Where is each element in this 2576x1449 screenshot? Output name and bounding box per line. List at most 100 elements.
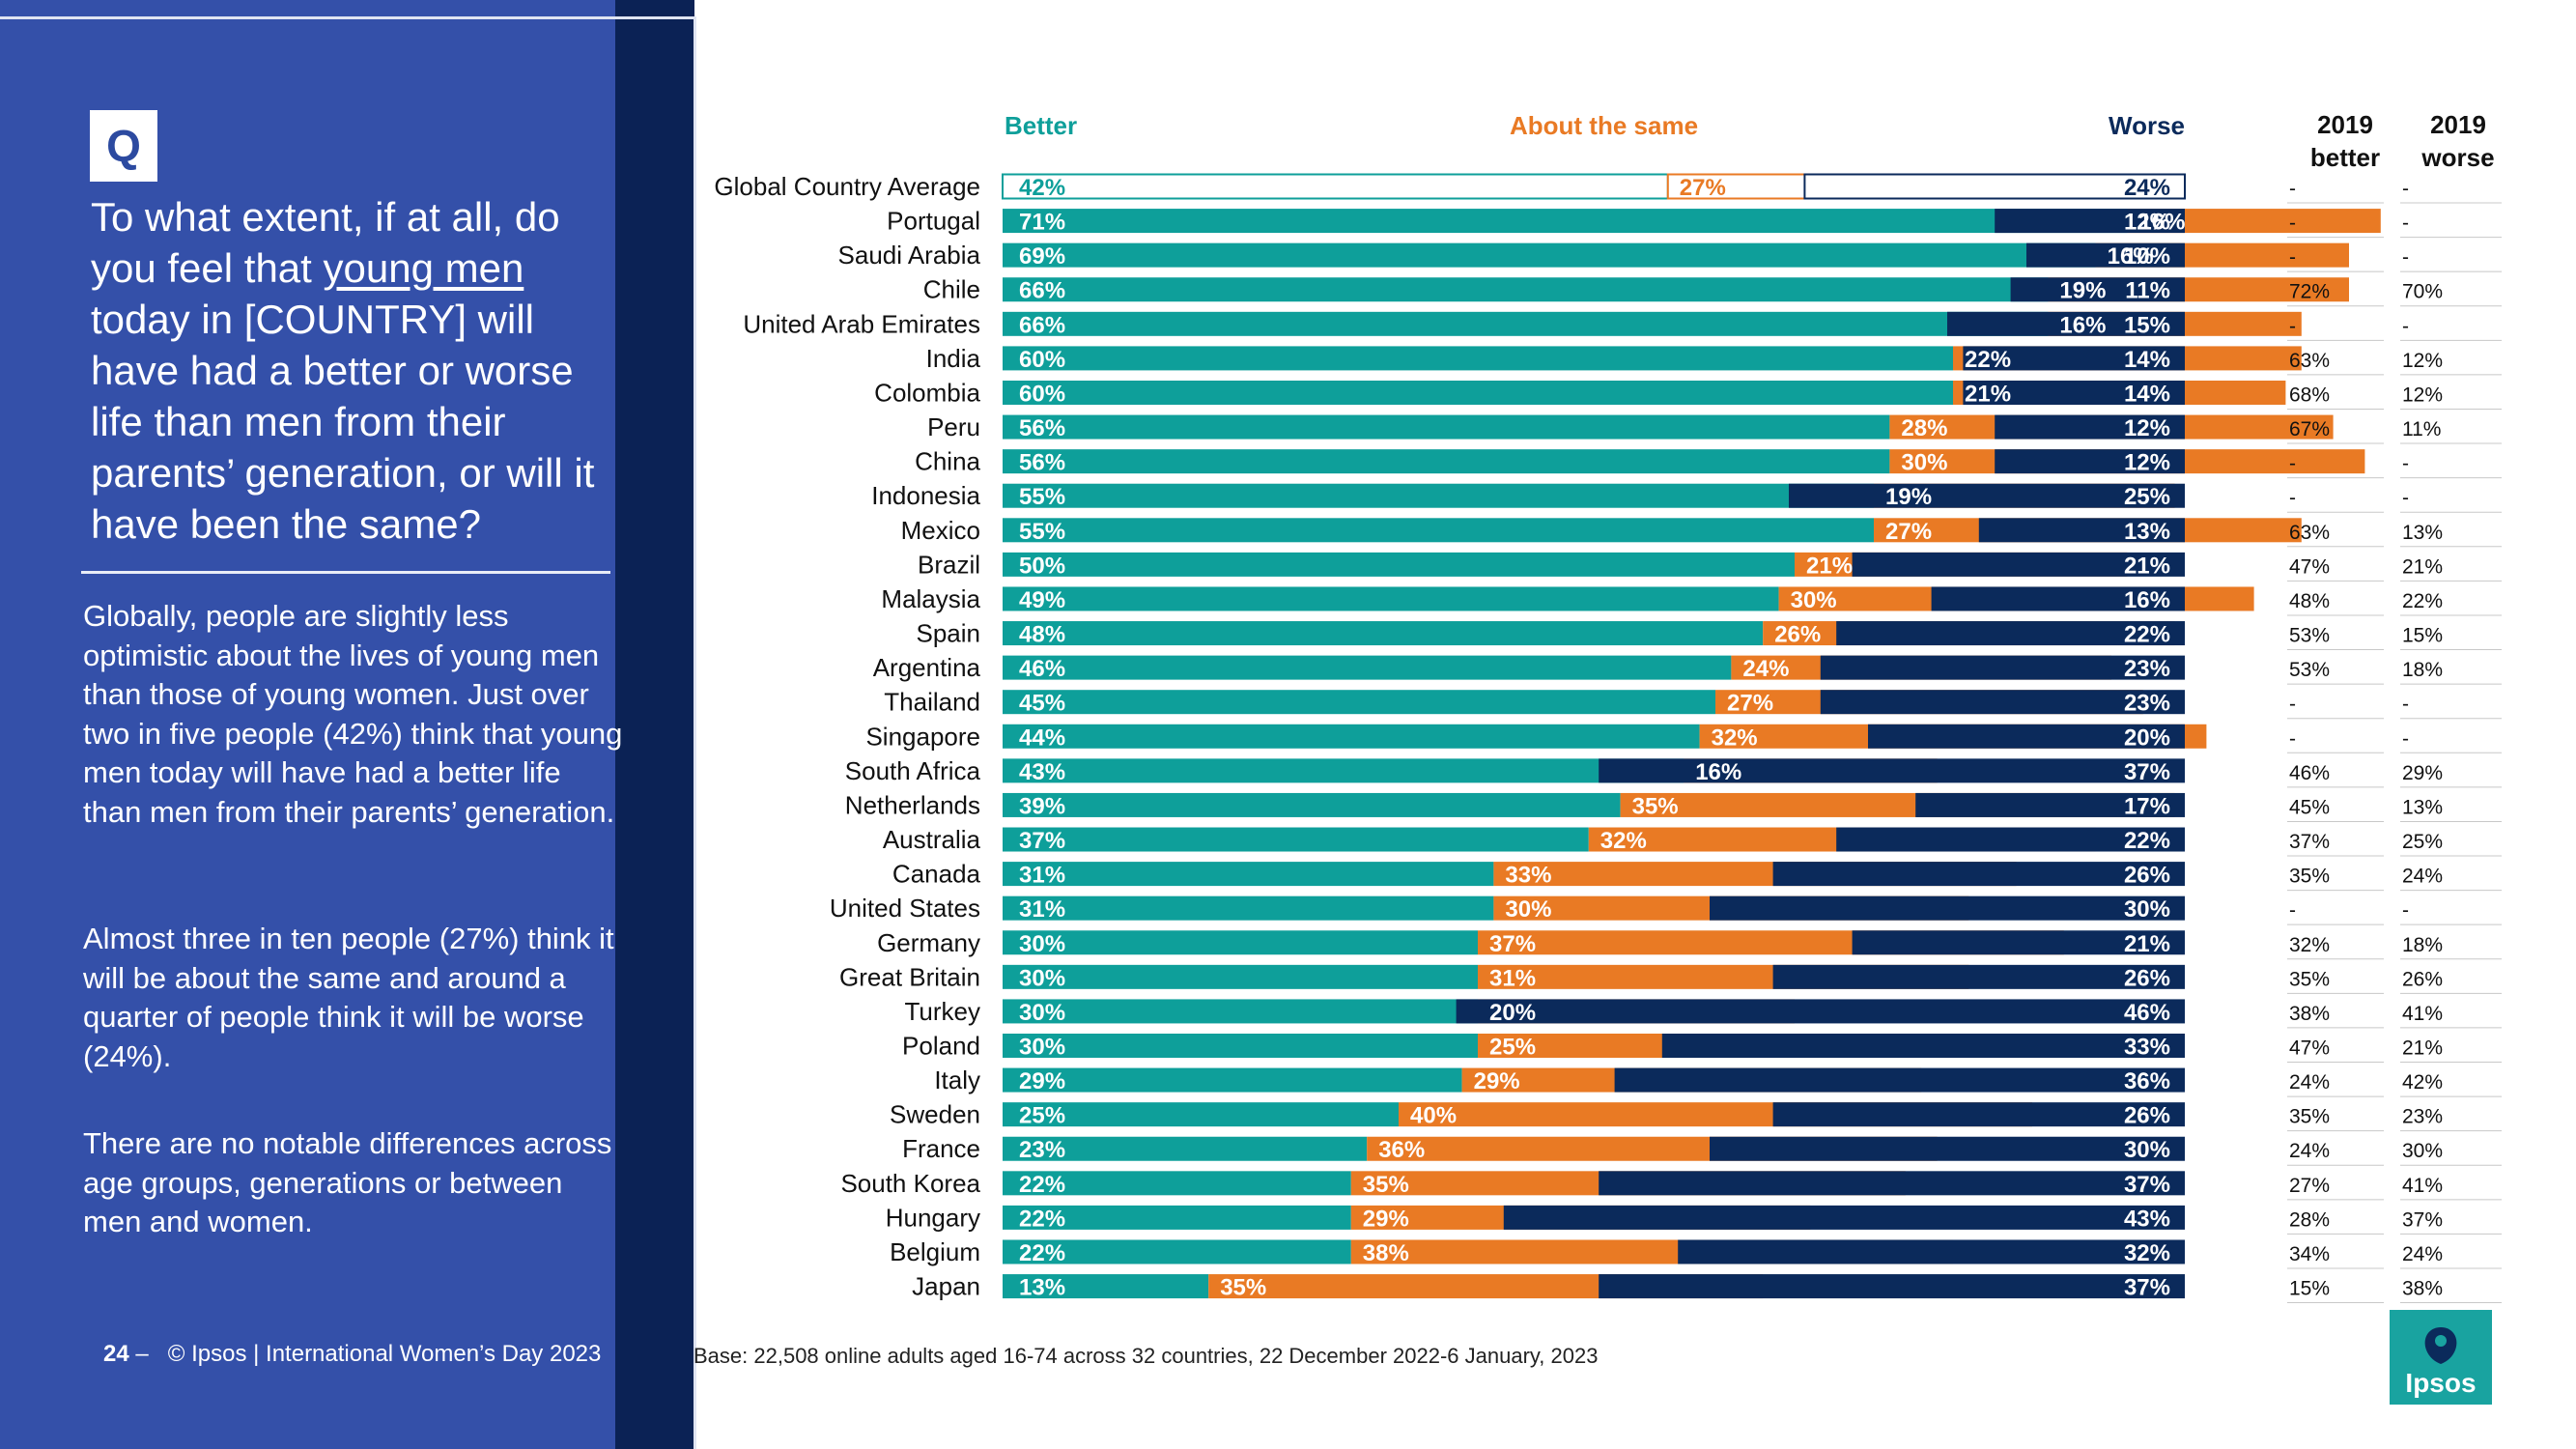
question-text: To what extent, if at all, do you feel t… [91,191,612,550]
bar-better [1003,621,1764,646]
label-worse: 16% [2124,587,2170,613]
label-better: 45% [1019,691,1065,717]
category-label: Poland [902,1032,980,1061]
category-label: United Arab Emirates [743,309,980,338]
bar-better [1003,930,1478,955]
label-same: 16% [1695,759,1741,785]
ipsos-logo: Ipsos [2390,1310,2492,1405]
bar-better [1003,827,1589,852]
bar-worse [1710,895,2185,921]
bar-worse [1661,1034,2185,1058]
bar-worse [1995,449,2185,474]
label-worse: 21% [2124,931,2170,957]
left-panel-accent [615,0,694,1449]
label-same: 16% [2138,210,2185,236]
label-better: 25% [1019,1103,1065,1129]
table-2019-better-value: 45% [2289,796,2330,818]
label-better: 46% [1019,656,1065,682]
bar-worse [1678,1239,2185,1264]
table-2019-better-value: 67% [2289,418,2330,440]
label-worse: 14% [2124,381,2170,407]
label-better: 50% [1019,553,1065,579]
label-better: 43% [1019,759,1065,785]
bar-better [1003,209,2128,234]
summary-paragraph-1: Globally, people are slightly less optim… [83,599,623,829]
label-same: 29% [1363,1206,1409,1232]
table-2019-better-value: 37% [2289,831,2330,853]
table-2019-worse-value: 41% [2402,1175,2443,1197]
label-same: 38% [1363,1240,1409,1266]
table-2019-better-value: - [2289,315,2296,337]
label-better: 60% [1019,381,1065,407]
bar-worse [1772,964,2185,989]
label-worse: 12% [2124,415,2170,441]
label-same: 26% [1774,622,1821,648]
bar-better [1003,483,1874,508]
question-text-pre: To what extent, if at all, do you feel t… [91,194,560,291]
table-2019-better-value: 53% [2289,659,2330,681]
bar-worse [1836,827,2185,852]
category-label: Hungary [886,1203,980,1232]
bar-worse [1803,173,2187,200]
bar-better [1003,414,1890,440]
label-same: 29% [1474,1068,1520,1094]
table-2019-worse-value: 22% [2402,590,2443,612]
table-2019-worse-value: - [2402,487,2409,509]
label-worse: 24% [2124,175,2170,201]
label-better: 30% [1019,965,1065,991]
label-better: 66% [1019,312,1065,338]
label-same: 36% [1378,1137,1425,1163]
label-same: 25% [1489,1035,1536,1061]
category-label: Peru [927,412,980,441]
divider [81,571,610,574]
label-better: 49% [1019,587,1065,613]
bar-better [1003,277,2049,302]
category-label: Netherlands [845,790,980,819]
label-same: 35% [1363,1172,1409,1198]
table-2019-better-value: 28% [2289,1208,2330,1231]
bar-worse [1772,1102,2185,1127]
bar-better [1003,792,1621,817]
label-same: 32% [1600,828,1647,854]
bar-worse [1852,552,2185,577]
label-worse: 22% [2124,622,2170,648]
label-worse: 37% [2124,759,2170,785]
label-better: 22% [1019,1206,1065,1232]
table-2019-worse-value: 11% [2402,418,2441,440]
bar-worse [2026,242,2185,268]
bar-better [1003,1102,1399,1127]
table-2019-worse-value: - [2402,899,2409,922]
legend-worse: Worse [2109,111,2185,140]
legend-about-the-same: About the same [1510,111,1699,140]
bar-better [1003,1274,1209,1299]
table-2019-worse-value: 26% [2402,968,2443,990]
bar-worse [1772,862,2185,887]
question-text-emphasis: young men [323,245,524,291]
page-number: 24 [103,1341,129,1367]
label-same: 27% [1680,175,1726,201]
bar-better [1003,449,1890,474]
table-2019-better-value: - [2289,727,2296,750]
table-2019-better-value: - [2289,453,2296,475]
table-2019-worse-value: 13% [2402,796,2443,818]
label-worse: 37% [2124,1172,2170,1198]
category-label: Germany [877,928,980,957]
bar-better [1002,173,1669,200]
table-2019-worse-value: 21% [2402,1037,2443,1060]
table-2019-better-value: - [2289,694,2296,716]
question-text-post: today in [COUNTRY] will have had a bette… [91,297,595,547]
bar-better [1003,346,1953,371]
bar-worse [1456,999,2185,1024]
table-2019-worse-value: - [2402,727,2409,750]
table-2019-better-value: - [2289,178,2296,200]
label-same: 16% [2059,312,2106,338]
table-2019-worse-value: - [2402,453,2409,475]
label-better: 42% [1019,175,1065,201]
bar-better [1003,1067,1462,1093]
table-header-2019-worse: 2019 worse [2405,108,2511,174]
label-better: 30% [1019,931,1065,957]
table-header-worse-line1: 2019 [2430,110,2486,139]
label-worse: 33% [2124,1035,2170,1061]
label-better: 56% [1019,415,1065,441]
frame-line-top [0,16,695,19]
